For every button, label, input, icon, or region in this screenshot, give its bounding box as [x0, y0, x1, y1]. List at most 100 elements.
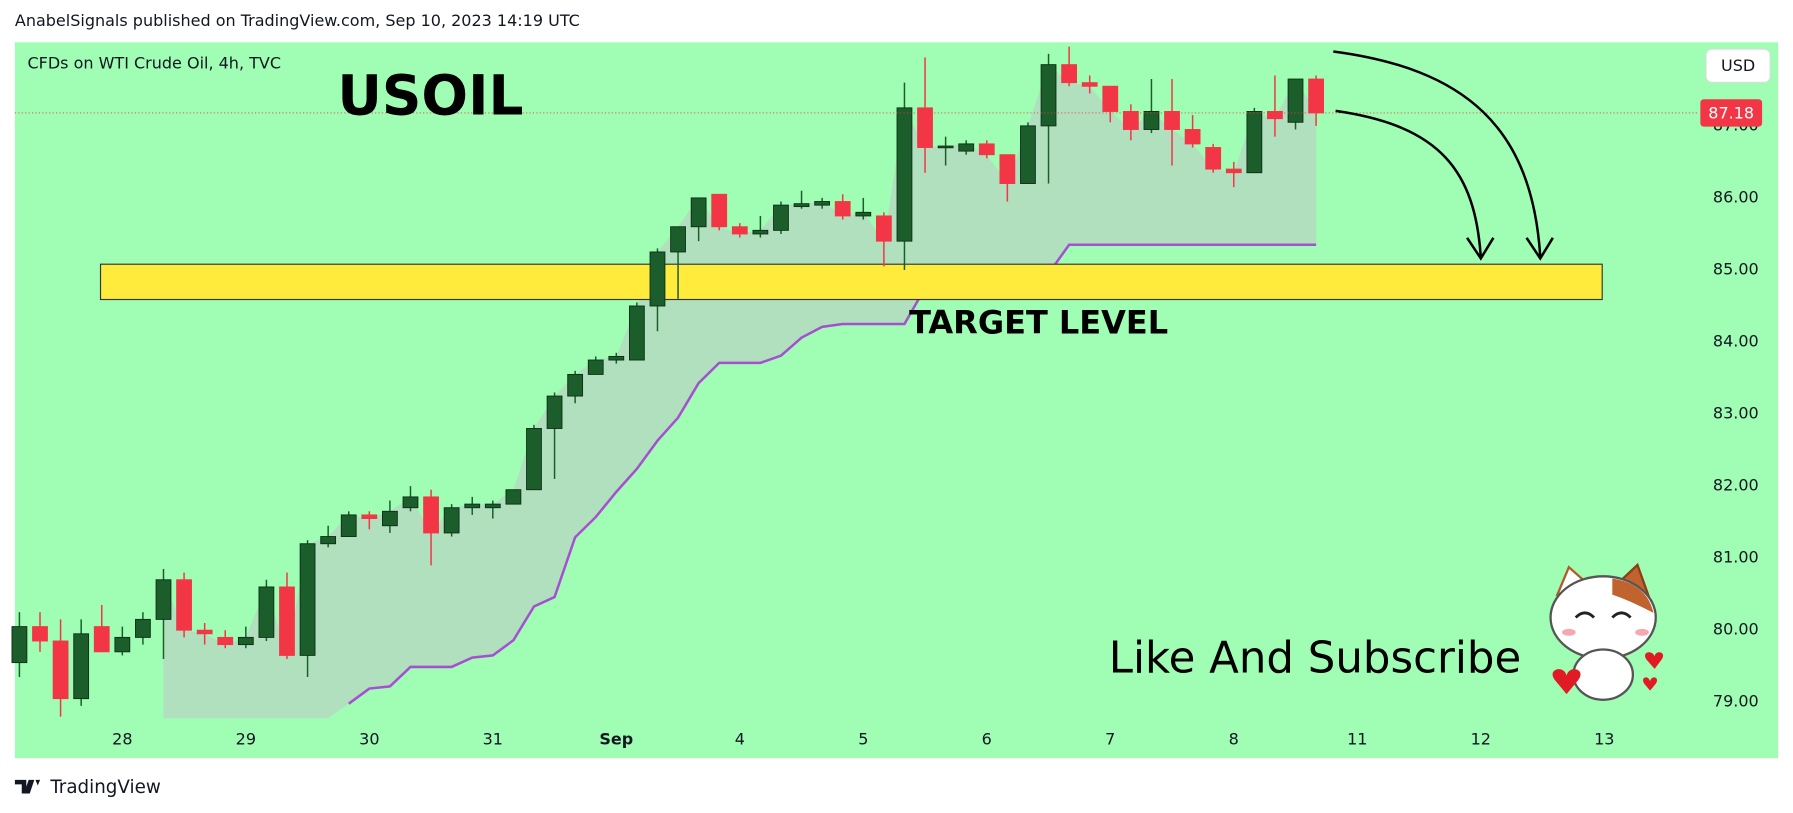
candle-body [279, 586, 295, 656]
x-tick-label: 12 [1471, 729, 1491, 748]
brand: TradingView [14, 777, 161, 798]
candle-body [1184, 129, 1201, 145]
target-zone [99, 263, 1603, 301]
candle-body [896, 107, 913, 242]
trail-line [347, 243, 1317, 705]
x-tick-label: 5 [858, 729, 868, 748]
heart [1645, 652, 1664, 669]
chart-title: USOIL [337, 64, 523, 128]
candle-body [937, 145, 954, 149]
candle-body [176, 579, 192, 631]
cat-sticker [1549, 562, 1664, 701]
y-tick-label: 80.00 [1713, 620, 1759, 639]
candle-body [1081, 82, 1098, 87]
y-tick-label: 85.00 [1713, 259, 1759, 278]
candle-body [1102, 85, 1119, 112]
candle-body [1122, 111, 1139, 130]
currency-box[interactable] [1705, 48, 1771, 83]
y-tick-label: 86.00 [1713, 187, 1759, 206]
candle-body [382, 510, 398, 527]
trend-area [163, 64, 1317, 719]
cat-body [1572, 648, 1635, 701]
candle-body [423, 496, 439, 534]
y-tick-label: 84.00 [1713, 332, 1759, 351]
y-tick-label: 79.00 [1713, 692, 1759, 711]
candle-body [628, 305, 645, 361]
candle-body [1246, 111, 1263, 174]
candle-body [1308, 78, 1324, 114]
candle-body [402, 496, 419, 509]
candle-body [196, 629, 213, 635]
candle-body [114, 636, 131, 653]
candle-body [32, 626, 48, 642]
target-label: TARGET LEVEL [909, 304, 1168, 342]
candle-body [752, 229, 769, 235]
x-tick-label: 13 [1594, 729, 1614, 748]
candle-body [217, 636, 234, 646]
candle-body [1040, 64, 1057, 127]
candle-body [526, 428, 542, 491]
cat-cheek [1635, 628, 1649, 636]
candle-body [1164, 111, 1180, 130]
x-tick-label: 28 [112, 729, 132, 748]
candle-body [587, 359, 604, 375]
cat-eyes [1574, 611, 1632, 619]
candle-body [670, 226, 686, 253]
candle-body [567, 373, 584, 397]
x-tick-label: 31 [483, 729, 503, 748]
candle-body [464, 503, 481, 509]
candle-body [999, 154, 1016, 184]
candle-body [320, 536, 337, 545]
candle-body [505, 489, 522, 505]
plot: 79.00 80.00 81.00 82.00 83.00 84.00 85.00 86.00… [11, 46, 1763, 748]
heart [1552, 669, 1581, 695]
x-tick-label: Sep [599, 729, 633, 748]
candle-body [73, 633, 90, 700]
candle-body [443, 507, 460, 534]
brand-name: TradingView [49, 777, 161, 798]
candle-body [875, 215, 892, 242]
candle-body [11, 626, 28, 664]
candle-body [1020, 125, 1036, 184]
y-tick-label: 82.00 [1713, 476, 1759, 495]
x-tick-label: 8 [1229, 729, 1239, 748]
candle-body [834, 201, 851, 217]
arrows [1333, 50, 1554, 261]
candle-body [958, 143, 975, 152]
candle-body [690, 197, 707, 228]
candle-body [1267, 111, 1283, 120]
arrow-head [1466, 237, 1495, 261]
publisher-line: AnabelSignals published on TradingView.c… [15, 11, 580, 30]
candle-body [1143, 111, 1160, 130]
candle-body [1061, 64, 1078, 84]
candle-body [773, 204, 789, 231]
candle-body [340, 514, 357, 537]
candle-body [711, 193, 728, 228]
candle-body [917, 107, 933, 148]
candle-body [484, 503, 501, 509]
cat-cheek [1561, 628, 1576, 636]
currency-label: USD [1721, 56, 1755, 75]
x-tick-label: 6 [982, 729, 992, 748]
candle-body [1287, 78, 1304, 123]
candle-body [1205, 147, 1222, 170]
candle-body [52, 640, 69, 700]
x-tick-label: 7 [1105, 729, 1115, 748]
x-tick-label: 29 [236, 729, 256, 748]
candle-body [135, 618, 151, 638]
x-tick-label: 11 [1347, 729, 1367, 748]
candle-body [814, 201, 831, 206]
cat-patch [1612, 578, 1654, 613]
y-tick-label: 83.00 [1713, 404, 1759, 423]
candle-body [608, 355, 625, 361]
arrow [1335, 109, 1483, 258]
candle-body [155, 579, 172, 620]
candle-body [1225, 168, 1242, 174]
candle-body [93, 626, 110, 653]
x-tick-label: 30 [359, 729, 379, 748]
candle-body [361, 514, 378, 519]
candle-body [649, 251, 666, 307]
candle-body [978, 143, 995, 156]
candle-body [731, 226, 748, 235]
